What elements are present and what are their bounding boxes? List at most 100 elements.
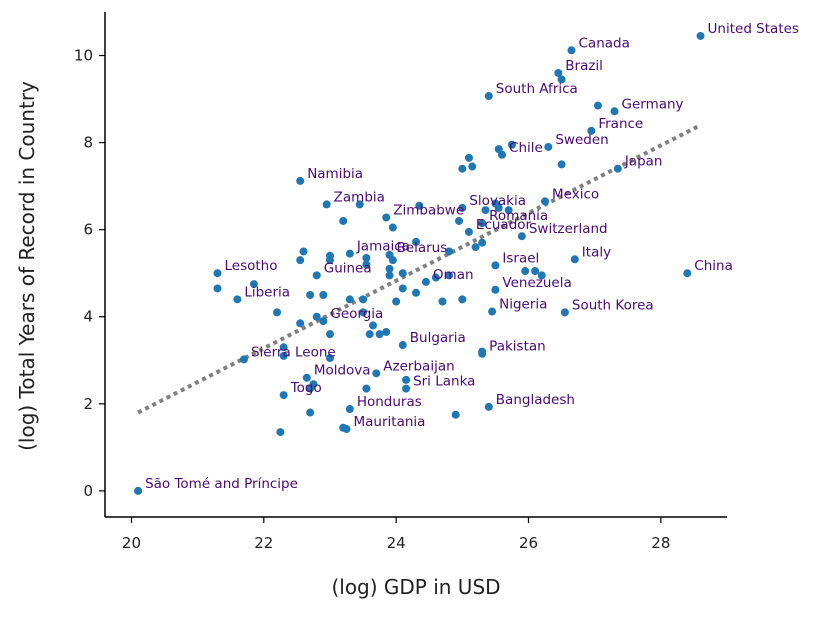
data-point bbox=[362, 260, 371, 269]
data-point bbox=[398, 269, 407, 278]
data-point bbox=[279, 351, 288, 360]
data-point bbox=[478, 219, 487, 228]
point-label: Ecuador bbox=[476, 217, 532, 233]
data-point bbox=[507, 140, 516, 149]
data-point bbox=[445, 271, 454, 280]
data-point bbox=[325, 354, 334, 363]
point-label: Namibia bbox=[307, 166, 363, 182]
points-layer bbox=[134, 31, 705, 495]
point-label: Zambia bbox=[334, 189, 385, 205]
data-point bbox=[276, 428, 285, 437]
data-point bbox=[613, 164, 622, 173]
x-tick-label: 28 bbox=[651, 534, 670, 552]
x-axis-title: (log) GDP in USD bbox=[331, 575, 500, 599]
data-point bbox=[345, 249, 354, 258]
data-point bbox=[382, 213, 391, 222]
data-point bbox=[421, 277, 430, 286]
data-point bbox=[468, 162, 477, 171]
point-label: Slovakia bbox=[469, 193, 526, 209]
point-label: Mauritania bbox=[354, 414, 426, 430]
data-point bbox=[560, 308, 569, 317]
data-point bbox=[312, 312, 321, 321]
data-point bbox=[557, 160, 566, 169]
data-point bbox=[494, 145, 503, 154]
data-point bbox=[345, 295, 354, 304]
x-tick-label: 26 bbox=[519, 534, 538, 552]
data-point bbox=[491, 261, 500, 270]
y-tick-label: 8 bbox=[83, 134, 93, 152]
point-label: Moldova bbox=[314, 363, 371, 379]
data-point bbox=[359, 308, 368, 317]
point-label: Honduras bbox=[357, 394, 422, 410]
data-point bbox=[398, 284, 407, 293]
point-label: São Tomé and Príncipe bbox=[145, 476, 298, 492]
data-point bbox=[593, 101, 602, 110]
data-point bbox=[249, 280, 258, 289]
point-label: Israel bbox=[502, 250, 539, 266]
data-point bbox=[402, 384, 411, 393]
point-label: Togo bbox=[290, 380, 322, 396]
data-point bbox=[306, 290, 315, 299]
data-point bbox=[451, 410, 460, 419]
data-point bbox=[484, 92, 493, 101]
point-label: Sri Lanka bbox=[413, 374, 475, 390]
data-point bbox=[339, 423, 348, 432]
data-point bbox=[306, 408, 315, 417]
data-point bbox=[296, 319, 305, 328]
data-point bbox=[481, 206, 490, 215]
data-point bbox=[296, 256, 305, 265]
data-point bbox=[544, 142, 553, 151]
data-point bbox=[488, 307, 497, 316]
data-point bbox=[319, 290, 328, 299]
data-point bbox=[455, 216, 464, 225]
data-point bbox=[415, 201, 424, 210]
data-point bbox=[438, 297, 447, 306]
point-label: Romania bbox=[489, 208, 548, 224]
data-point bbox=[213, 284, 222, 293]
point-labels-layer: United States Canada Brazil South Africa Ger… bbox=[145, 21, 799, 492]
data-point bbox=[239, 355, 248, 364]
data-point bbox=[491, 199, 500, 208]
data-point bbox=[296, 176, 305, 185]
data-point bbox=[388, 223, 397, 232]
data-point bbox=[521, 267, 530, 276]
y-tick-label: 2 bbox=[83, 395, 93, 413]
data-point bbox=[299, 247, 308, 256]
y-tick-label: 6 bbox=[83, 221, 93, 239]
data-point bbox=[233, 295, 242, 304]
data-point bbox=[567, 46, 576, 55]
data-point bbox=[392, 297, 401, 306]
data-point bbox=[134, 486, 143, 495]
data-point bbox=[355, 200, 364, 209]
point-label: Belarus bbox=[397, 240, 448, 256]
point-label: China bbox=[694, 258, 733, 274]
point-label: Guinea bbox=[324, 260, 372, 276]
data-point bbox=[362, 253, 371, 262]
data-point bbox=[388, 256, 397, 265]
data-point bbox=[385, 271, 394, 280]
data-point bbox=[412, 237, 420, 246]
point-label: Zimbabwe bbox=[393, 202, 464, 218]
data-point bbox=[541, 197, 550, 206]
point-label: Canada bbox=[579, 35, 630, 51]
data-point bbox=[325, 330, 334, 339]
point-label: France bbox=[598, 116, 643, 132]
point-label: Sweden bbox=[555, 132, 608, 148]
data-point bbox=[557, 75, 566, 84]
point-label: Bulgaria bbox=[410, 330, 466, 346]
data-point bbox=[683, 269, 692, 278]
data-point bbox=[279, 391, 288, 400]
point-label: Germany bbox=[622, 96, 684, 112]
data-point bbox=[445, 247, 454, 256]
trend-layer bbox=[137, 123, 702, 415]
x-tick-label: 22 bbox=[254, 534, 273, 552]
y-axis-title: (log) Total Years of Record in Country bbox=[15, 81, 39, 451]
point-label: Chile bbox=[509, 140, 543, 156]
data-point bbox=[478, 347, 487, 356]
data-point bbox=[471, 243, 480, 252]
data-point bbox=[504, 206, 513, 215]
data-point bbox=[458, 295, 467, 304]
data-point bbox=[431, 273, 440, 282]
data-point bbox=[345, 405, 354, 414]
